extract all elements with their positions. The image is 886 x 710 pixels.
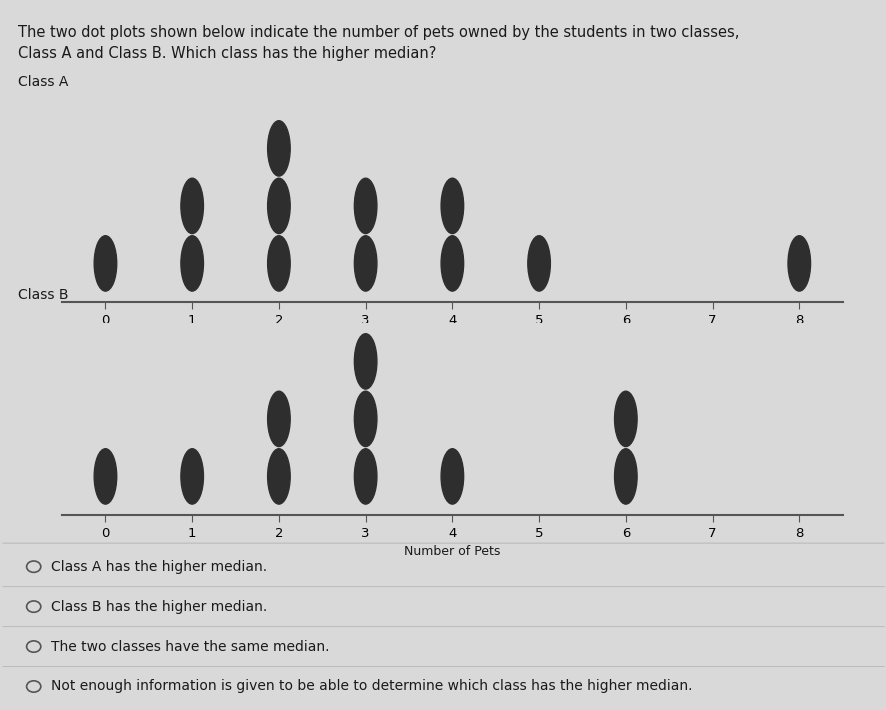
Circle shape xyxy=(354,178,377,234)
X-axis label: Number of Pets: Number of Pets xyxy=(404,332,500,345)
Circle shape xyxy=(268,236,290,291)
Circle shape xyxy=(181,178,203,234)
Text: Class A: Class A xyxy=(18,75,68,89)
Circle shape xyxy=(268,449,290,504)
Circle shape xyxy=(268,391,290,447)
Circle shape xyxy=(181,236,203,291)
Circle shape xyxy=(354,449,377,504)
Circle shape xyxy=(440,236,463,291)
Circle shape xyxy=(354,236,377,291)
Circle shape xyxy=(614,449,636,504)
Circle shape xyxy=(181,449,203,504)
Circle shape xyxy=(94,449,117,504)
Text: The two classes have the same median.: The two classes have the same median. xyxy=(51,640,330,653)
Text: Not enough information is given to be able to determine which class has the high: Not enough information is given to be ab… xyxy=(51,679,692,694)
Circle shape xyxy=(94,236,117,291)
Text: The two dot plots shown below indicate the number of pets owned by the students : The two dot plots shown below indicate t… xyxy=(18,25,738,40)
Circle shape xyxy=(268,121,290,176)
Circle shape xyxy=(440,449,463,504)
Circle shape xyxy=(354,334,377,389)
Circle shape xyxy=(614,391,636,447)
Text: Class A and Class B. Which class has the higher median?: Class A and Class B. Which class has the… xyxy=(18,46,436,61)
Text: Class A has the higher median.: Class A has the higher median. xyxy=(51,559,268,574)
Text: Class B: Class B xyxy=(18,288,68,302)
Circle shape xyxy=(787,236,810,291)
Text: Class B has the higher median.: Class B has the higher median. xyxy=(51,600,268,613)
Circle shape xyxy=(527,236,549,291)
X-axis label: Number of Pets: Number of Pets xyxy=(404,545,500,558)
Circle shape xyxy=(354,391,377,447)
Circle shape xyxy=(440,178,463,234)
Circle shape xyxy=(268,178,290,234)
